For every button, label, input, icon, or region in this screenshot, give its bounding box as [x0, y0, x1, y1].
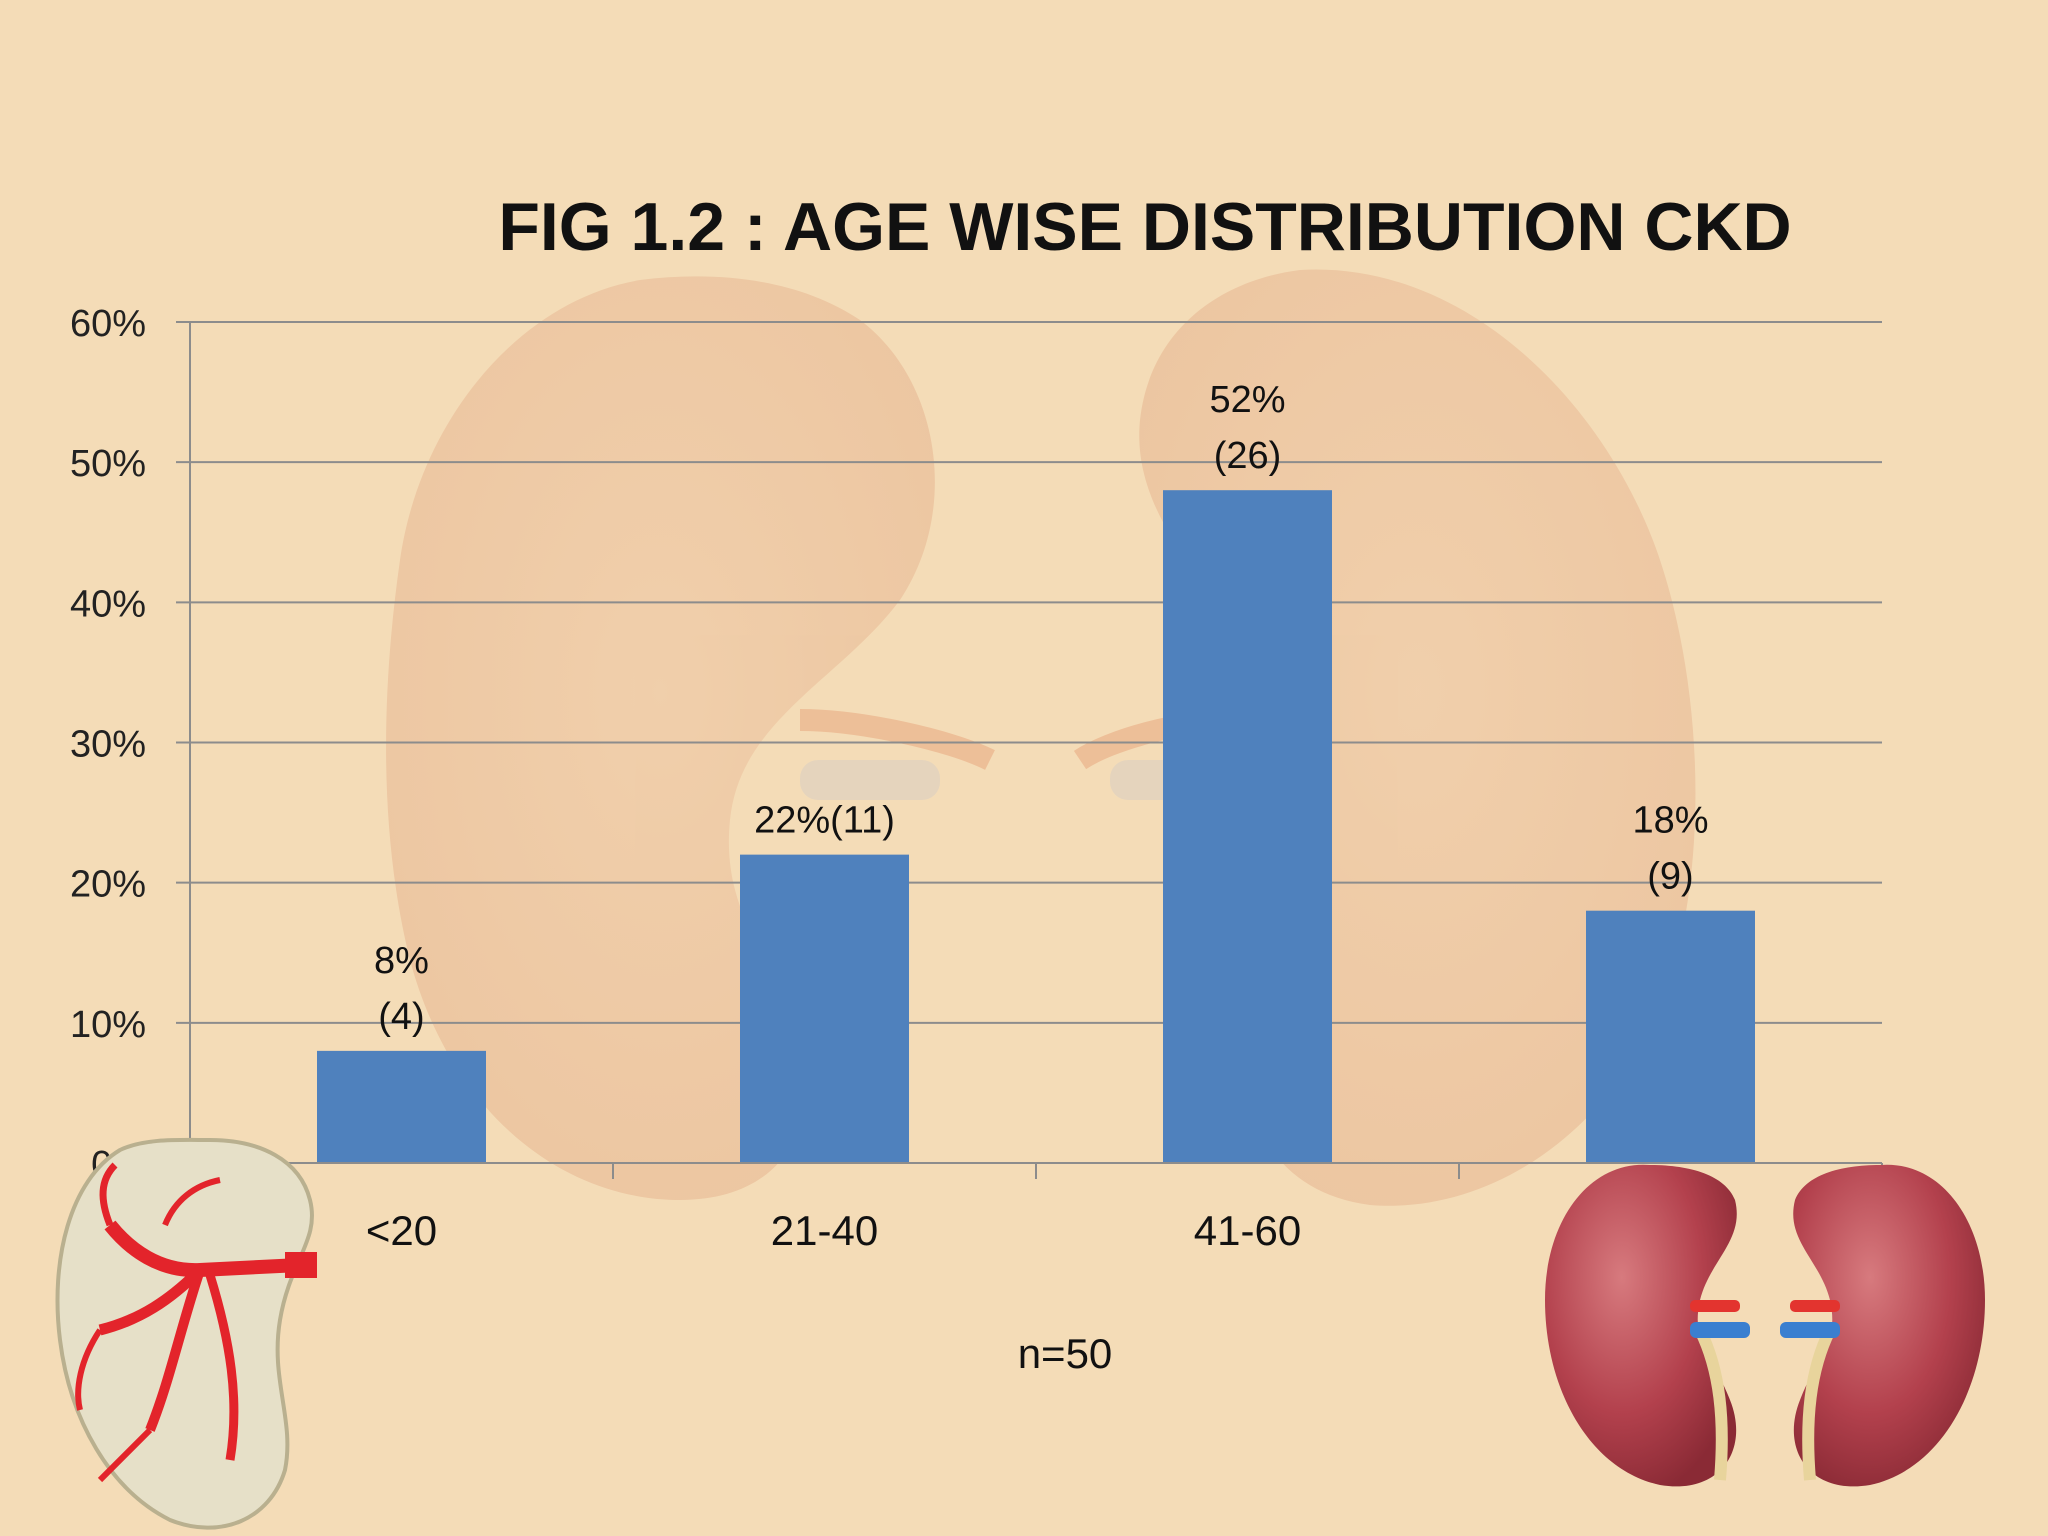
data-label: (4) [378, 996, 424, 1038]
data-labels: 8% (4) 22%(11) 52% (26) 18% (9) [374, 379, 1708, 1038]
y-axis-ticks: 0%10%20%30%40%50%60% [70, 303, 146, 1186]
bar [740, 854, 909, 1163]
data-label: 22%(11) [754, 800, 895, 842]
bar [317, 1050, 486, 1163]
y-tick-label: 40% [70, 583, 146, 625]
bar [1586, 910, 1755, 1163]
data-label: (26) [1214, 435, 1282, 477]
chart-title: FIG 1.2 : AGE WISE DISTRIBUTION CKD [498, 189, 1791, 265]
kidney-cross-section-illustration [55, 1137, 317, 1530]
y-tick-label: 20% [70, 864, 146, 906]
y-tick-label: 30% [70, 724, 146, 766]
data-label: 52% [1209, 379, 1285, 421]
data-label: 18% [1632, 800, 1708, 842]
kidney-pair-illustration [1545, 1164, 1985, 1487]
y-tick-label: 10% [70, 1004, 146, 1046]
x-tick-label: 41-60 [1194, 1207, 1301, 1254]
bar [1163, 490, 1332, 1163]
data-label: (9) [1647, 856, 1693, 898]
data-label: 8% [374, 940, 429, 982]
background-kidney-watermark [386, 269, 1696, 1206]
x-axis-label: n=50 [1018, 1330, 1113, 1377]
y-tick-label: 60% [70, 303, 146, 345]
x-tick-label: <20 [366, 1207, 437, 1254]
y-tick-label: 50% [70, 443, 146, 485]
x-tick-label: 21-40 [771, 1207, 878, 1254]
bars [317, 490, 1755, 1163]
